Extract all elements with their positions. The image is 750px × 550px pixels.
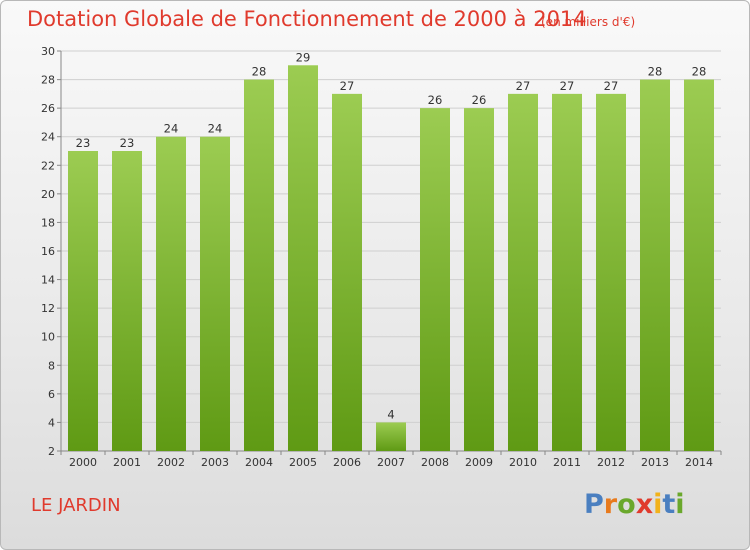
xtick-label-2010: 2010 [509, 456, 537, 469]
logo-letter: P [584, 489, 604, 520]
x-tick-labels: 2000 2001 2002 2003 2004 2005 2006 2007 2008 2009… [69, 456, 713, 469]
bar-2009 [464, 108, 494, 452]
value-label-2011: 27 [560, 79, 575, 93]
ytick-label-2: 2 [48, 445, 55, 458]
bar-2006 [332, 93, 362, 451]
value-labels: 23 23 24 24 28 29 27 4 26 26 27 27 27 28 28 [76, 50, 707, 421]
bar-2005 [288, 65, 318, 452]
xtick-label-2008: 2008 [421, 456, 449, 469]
logo-letter: x [635, 489, 654, 520]
value-label-2014: 28 [692, 65, 707, 79]
ytick-label-8: 8 [48, 359, 55, 372]
xtick-label-2002: 2002 [157, 456, 185, 469]
xtick-label-2011: 2011 [553, 456, 581, 469]
chart-subtitle: (en milliers d'€) [541, 15, 636, 29]
ytick-label-16: 16 [41, 245, 55, 258]
ytick-label-28: 28 [41, 74, 55, 87]
xtick-label-2003: 2003 [201, 456, 229, 469]
value-label-2004: 28 [252, 65, 267, 79]
bar-2007 [376, 422, 406, 451]
value-label-2010: 27 [516, 79, 531, 93]
xtick-label-2001: 2001 [113, 456, 141, 469]
xtick-label-2005: 2005 [289, 456, 317, 469]
value-label-2001: 23 [120, 136, 135, 150]
logo-letter: t [662, 489, 676, 520]
logo-letter: o [617, 489, 636, 520]
value-label-2006: 27 [340, 79, 355, 93]
ytick-label-4: 4 [48, 416, 55, 429]
ytick-label-30: 30 [41, 45, 55, 58]
value-label-2003: 24 [208, 122, 223, 136]
bar-2002 [156, 136, 186, 451]
bar-2001 [112, 151, 142, 451]
bar-2003 [200, 136, 230, 451]
bar-2000 [68, 151, 98, 451]
logo-letter: r [603, 489, 618, 520]
ytick-label-20: 20 [41, 188, 55, 201]
logo-letter: i [675, 489, 685, 520]
xtick-label-2007: 2007 [377, 456, 405, 469]
value-label-2009: 26 [472, 93, 487, 107]
bar-2008 [420, 108, 450, 452]
ytick-label-18: 18 [41, 216, 55, 229]
ytick-label-14: 14 [41, 274, 55, 287]
bar-2004 [244, 79, 274, 452]
commune-name: LE JARDIN [31, 495, 121, 516]
xtick-label-2006: 2006 [333, 456, 361, 469]
xtick-label-2014: 2014 [685, 456, 713, 469]
xtick-label-2000: 2000 [69, 456, 97, 469]
xtick-label-2009: 2009 [465, 456, 493, 469]
value-label-2000: 23 [76, 136, 91, 150]
logo-letter: i [653, 489, 663, 520]
chart-title: Dotation Globale de Fonctionnement de 20… [27, 7, 587, 31]
value-label-2007: 4 [387, 407, 394, 421]
xtick-label-2004: 2004 [245, 456, 273, 469]
ytick-label-22: 22 [41, 159, 55, 172]
value-label-2005: 29 [296, 50, 311, 64]
ytick-label-10: 10 [41, 331, 55, 344]
ytick-label-12: 12 [41, 302, 55, 315]
bar-2013 [640, 79, 670, 452]
bar-2012 [596, 93, 626, 451]
xtick-label-2012: 2012 [597, 456, 625, 469]
ytick-label-24: 24 [41, 131, 55, 144]
ytick-label-6: 6 [48, 388, 55, 401]
bar-2014 [684, 79, 714, 452]
proxiti-logo[interactable]: Proxiti [584, 489, 685, 520]
value-label-2012: 27 [604, 79, 619, 93]
xtick-label-2013: 2013 [641, 456, 669, 469]
bar-2011 [552, 93, 582, 451]
value-label-2008: 26 [428, 93, 443, 107]
bars [68, 65, 714, 452]
value-label-2013: 28 [648, 65, 663, 79]
bar-2010 [508, 93, 538, 451]
value-label-2002: 24 [164, 122, 179, 136]
ytick-label-26: 26 [41, 102, 55, 115]
